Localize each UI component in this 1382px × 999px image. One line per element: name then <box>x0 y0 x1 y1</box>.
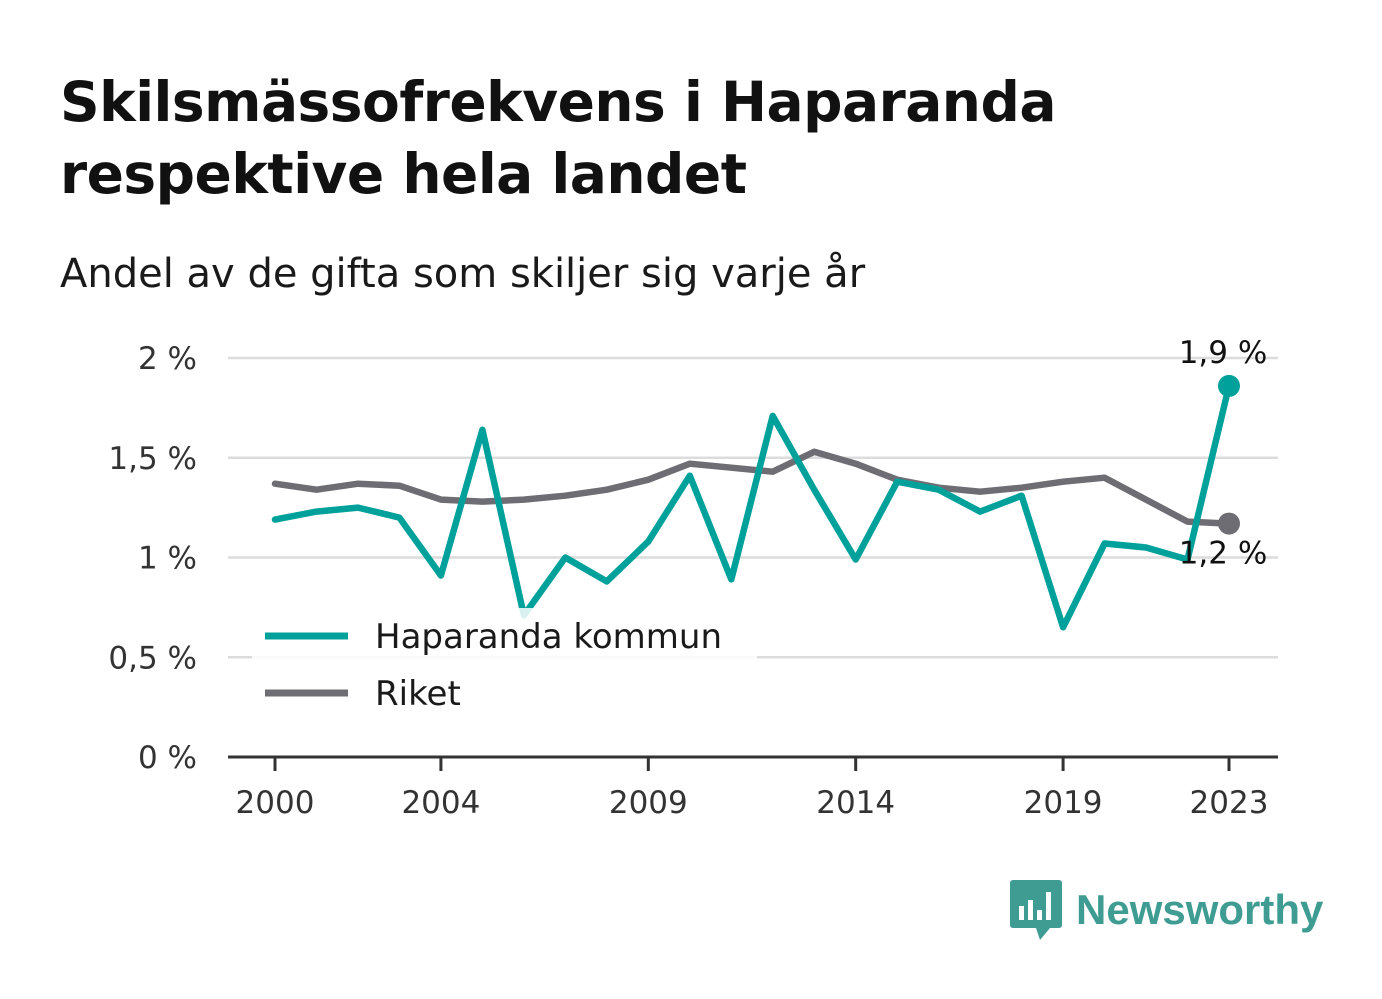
y-tick-label: 0 % <box>138 740 197 776</box>
x-tick-label: 2019 <box>1024 785 1103 821</box>
bar-chart-speech-icon <box>1010 880 1062 940</box>
end-point-haparanda <box>1218 374 1240 397</box>
y-tick-label: 1,5 % <box>108 441 197 477</box>
y-tick-label: 1 % <box>138 541 197 577</box>
chart-subtitle: Andel av de gifta som skiljer sig varje … <box>60 251 866 297</box>
x-axis: 2000 2004 2009 2014 2019 2023 <box>228 755 1278 821</box>
end-label-riket: 1,2 % <box>1179 536 1268 572</box>
newsworthy-logo: Newsworthy <box>1010 878 1323 942</box>
logo-text: Newsworthy <box>1076 886 1324 933</box>
legend-label: Riket <box>375 674 461 714</box>
y-tick-label: 0,5 % <box>108 640 197 676</box>
x-tick-label: 2014 <box>816 785 895 821</box>
end-point-riket <box>1218 512 1240 535</box>
end-labels: 1,9 % 1,2 % <box>1179 335 1268 572</box>
y-tick-label: 2 % <box>138 341 197 377</box>
legend: Haparanda kommun Riket <box>252 608 757 714</box>
y-axis-ticks: 0 % 0,5 % 1 % 1,5 % 2 % <box>108 341 197 776</box>
series-line-riket <box>271 448 1233 527</box>
series-line-haparanda <box>271 382 1233 631</box>
series-lines <box>271 374 1240 631</box>
chart-title: Skilsmässofrekvens i Haparanda respektiv… <box>60 70 1056 206</box>
x-tick-label: 2004 <box>401 785 480 821</box>
end-label-haparanda: 1,9 % <box>1179 335 1268 371</box>
legend-label: Haparanda kommun <box>375 617 722 657</box>
x-tick-label: 2023 <box>1190 785 1269 821</box>
x-tick-label: 2009 <box>609 785 688 821</box>
x-tick-label: 2000 <box>236 785 315 821</box>
